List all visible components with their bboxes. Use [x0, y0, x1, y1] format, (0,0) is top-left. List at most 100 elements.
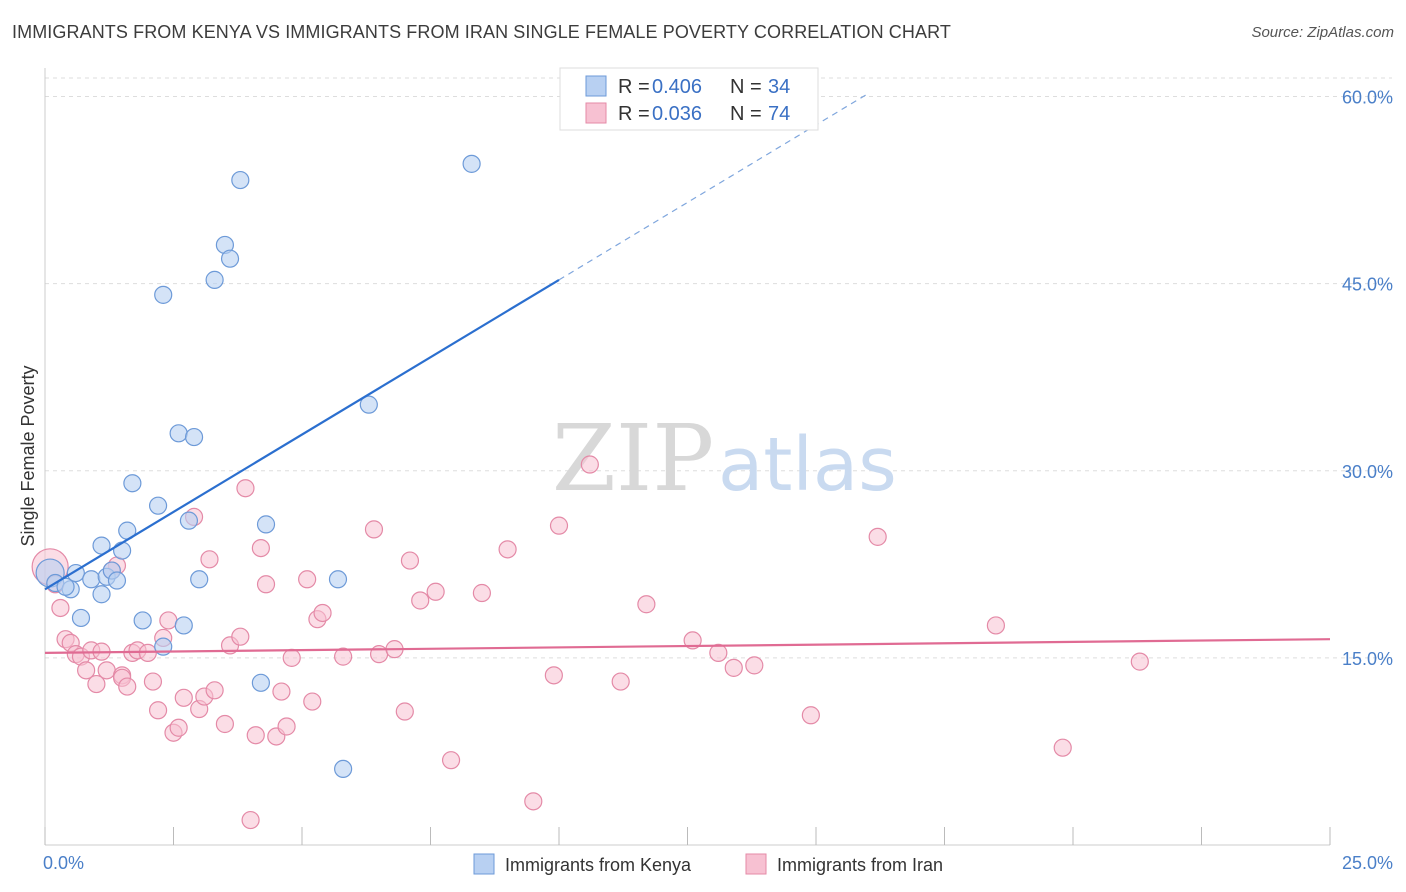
kenya-point [256, 515, 276, 534]
watermark-atlas: atlas [718, 422, 897, 508]
kenya-point [174, 616, 193, 635]
legend-n-value-iran: 74 [768, 103, 790, 125]
legend-n-value-kenya: 34 [768, 76, 790, 98]
iran-point [236, 479, 255, 498]
kenya-point [328, 570, 348, 589]
iran-point [143, 672, 163, 691]
iran-point [148, 701, 168, 720]
bottom-legend-label-kenya: Immigrants from Kenya [505, 855, 692, 875]
y-tick-label: 15.0% [1342, 649, 1393, 669]
iran-point [549, 516, 569, 535]
iran-point [169, 718, 188, 737]
iran-point [313, 603, 332, 623]
kenya-point [220, 249, 240, 268]
iran-point [231, 627, 250, 646]
iran-point [174, 688, 193, 707]
iran-point [298, 570, 317, 589]
iran-trend-line [44, 638, 1331, 654]
kenya-point [179, 511, 199, 530]
legend-r-value-kenya: 0.406 [652, 76, 702, 98]
legend-n-label-iran: N = [730, 103, 767, 125]
iran-point [159, 611, 178, 630]
iran-point [611, 672, 630, 691]
iran-point [683, 631, 702, 650]
chart-title: IMMIGRANTS FROM KENYA VS IMMIGRANTS FROM… [12, 22, 951, 42]
kenya-point [462, 154, 481, 173]
kenya-point [123, 474, 142, 493]
iran-point [205, 681, 224, 700]
legend-swatch-kenya [585, 75, 607, 97]
legend-r-label-kenya: R = [618, 76, 655, 98]
kenya-point [251, 673, 270, 692]
kenya-point [334, 759, 353, 779]
kenya-point [133, 611, 152, 630]
iran-point [97, 661, 116, 680]
iran-point [524, 792, 543, 811]
iran-point [303, 692, 322, 711]
kenya-point [56, 577, 75, 596]
iran-point [745, 656, 764, 675]
x-tick-label: 0.0% [43, 853, 84, 873]
iran-point [544, 666, 563, 685]
kenya-point [92, 585, 111, 604]
iran-point [395, 702, 414, 721]
iran-point [1053, 738, 1072, 757]
legend-r-label-iran: R = [618, 103, 655, 125]
bottom-legend-label-iran: Immigrants from Iran [777, 855, 943, 875]
kenya-point [231, 170, 250, 190]
kenya-point [154, 285, 173, 304]
iran-point [246, 726, 265, 745]
kenya-point [169, 424, 188, 443]
iran-point [256, 575, 276, 594]
iran-point [51, 598, 70, 618]
iran-point [868, 527, 887, 546]
grid-lines [45, 77, 1392, 659]
iran-point [77, 661, 96, 680]
y-tick-label: 60.0% [1342, 88, 1393, 108]
source-label: Source: ZipAtlas.com [1251, 24, 1394, 41]
kenya-point [112, 541, 132, 560]
iran-point [87, 674, 106, 694]
y-tick-label: 45.0% [1342, 275, 1393, 295]
iran-point [580, 455, 599, 474]
kenya-points [35, 154, 481, 779]
kenya-point [359, 395, 378, 414]
iran-point [801, 706, 820, 725]
iran-point [1130, 652, 1149, 671]
iran-point [334, 647, 353, 666]
kenya-point [184, 427, 204, 447]
iran-point [724, 658, 743, 677]
iran-point [426, 582, 445, 601]
top-legend: R = 0.406 N = 34 R = 0.036 N = 74 [559, 67, 819, 131]
iran-point [251, 538, 270, 558]
iran-point [282, 648, 301, 667]
iran-point [241, 810, 260, 830]
iran-point [118, 677, 137, 696]
watermark-zip: ZIP [552, 405, 714, 512]
iran-point [200, 550, 219, 569]
kenya-point [107, 571, 127, 590]
y-tick-label: 30.0% [1342, 462, 1393, 482]
iran-point [277, 717, 296, 736]
bottom-legend-swatch-iran [745, 853, 767, 875]
iran-point [637, 595, 656, 614]
kenya-point [148, 496, 168, 515]
watermark: ZIP atlas [552, 405, 897, 512]
kenya-point [82, 570, 101, 589]
iran-point [441, 751, 461, 770]
bottom-legend-swatch-kenya [473, 853, 495, 875]
iran-point [498, 540, 517, 559]
kenya-point [190, 570, 209, 589]
iran-point [411, 591, 430, 610]
kenya-point [205, 270, 224, 289]
iran-point [472, 583, 491, 603]
y-axis-label: Single Female Poverty [18, 365, 38, 546]
iran-point [986, 616, 1006, 635]
legend-swatch-iran [585, 102, 607, 124]
kenya-point [71, 608, 91, 628]
legend-r-value-iran: 0.036 [652, 103, 702, 125]
x-tick-label: 25.0% [1342, 853, 1393, 873]
iran-point [709, 643, 728, 662]
legend-n-label-kenya: N = [730, 76, 767, 98]
